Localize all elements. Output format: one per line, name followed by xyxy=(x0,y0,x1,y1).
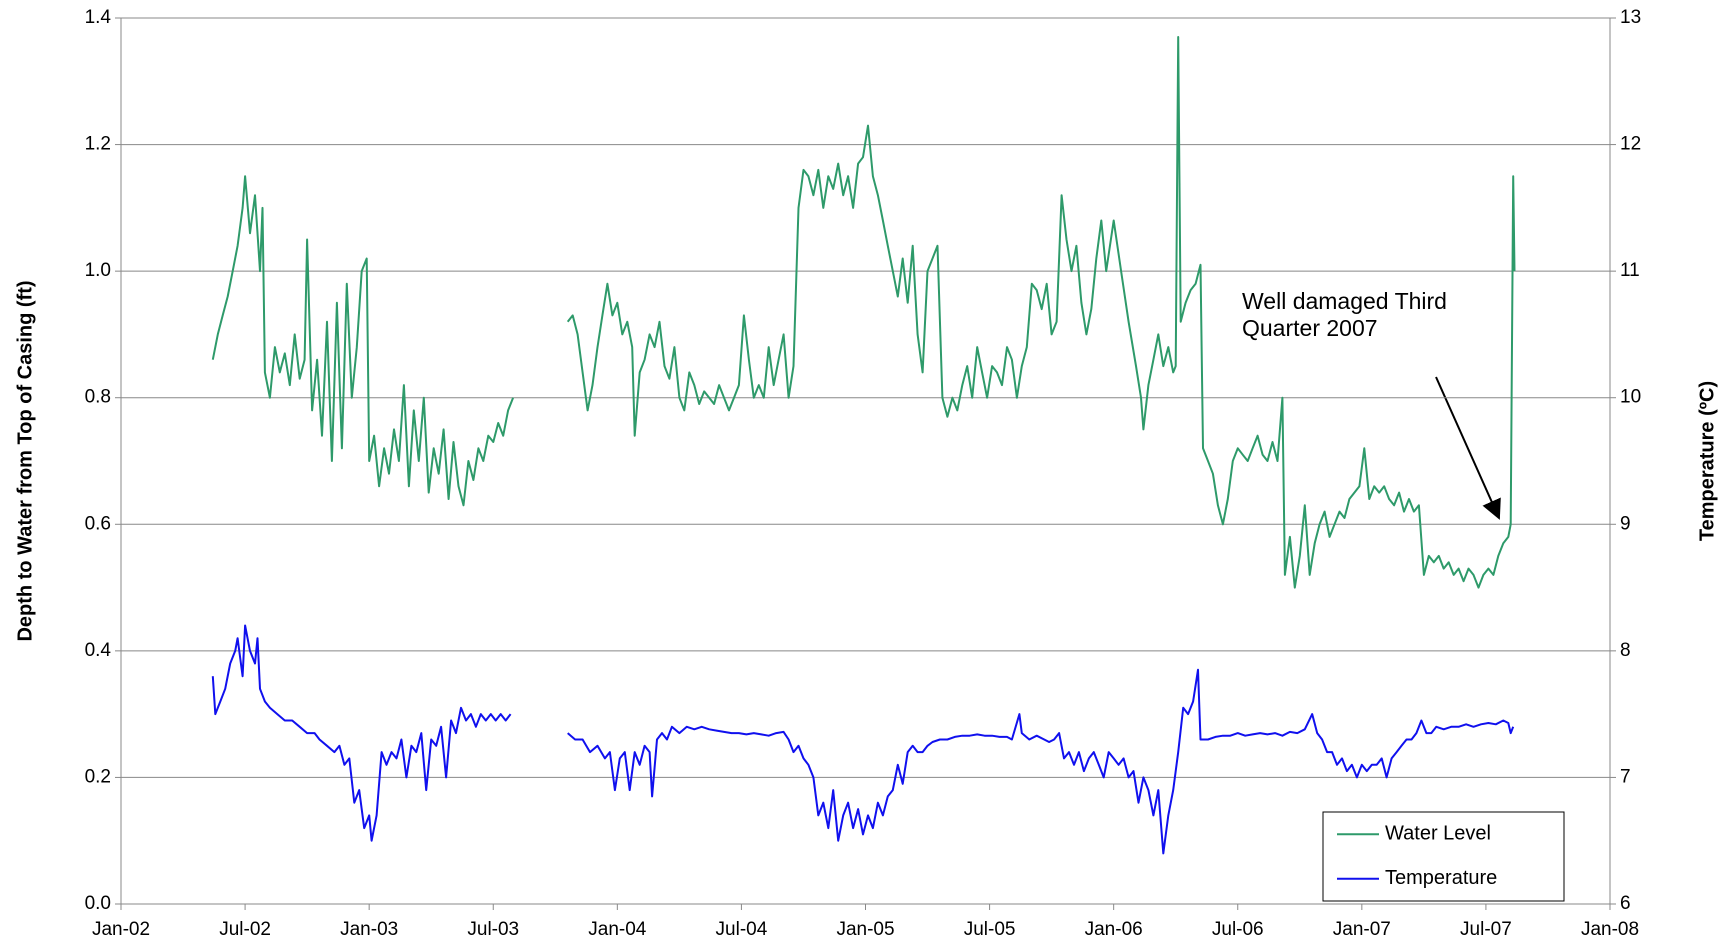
data-line xyxy=(211,36,1516,589)
y-tick-label: 0.8 xyxy=(85,387,111,408)
y2-tick-label: 11 xyxy=(1620,260,1640,281)
x-tick-label: Jul-03 xyxy=(467,919,519,940)
y2-tick-label: 7 xyxy=(1620,766,1631,787)
x-tick-label: Jan-06 xyxy=(1085,919,1143,940)
legend-box xyxy=(1322,811,1565,902)
y2-tick-label: 13 xyxy=(1620,7,1641,28)
x-tick-label: Jul-06 xyxy=(1212,919,1264,940)
annotation: Well damaged Third Quarter 2007 xyxy=(1242,288,1447,341)
x-tick-label: Jan-04 xyxy=(588,919,647,940)
x-tick-label: Jan-03 xyxy=(340,919,398,940)
y-tick-label: 1.4 xyxy=(85,7,112,28)
y2-axis-title: Temperature (ºC) xyxy=(1696,381,1718,541)
x-tick-label: Jul-07 xyxy=(1460,919,1512,940)
y2-tick-label: 6 xyxy=(1620,893,1631,914)
legend-label: Water Level xyxy=(1385,823,1491,845)
annotation-arrow xyxy=(1435,376,1501,520)
x-tick-label: Jul-04 xyxy=(716,919,768,940)
legend-label: Temperature xyxy=(1385,867,1497,889)
y-tick-label: 0.6 xyxy=(85,513,111,534)
y2-tick-label: 12 xyxy=(1620,134,1641,155)
y2-tick-label: 10 xyxy=(1620,387,1641,408)
y2-tick-label: 9 xyxy=(1620,513,1631,534)
x-tick-label: Jan-08 xyxy=(1581,919,1639,940)
plot-frame xyxy=(120,17,1611,905)
y-tick-label: 0.2 xyxy=(85,766,111,787)
y-axis-title: Depth to Water from Top of Casing (ft) xyxy=(14,280,36,641)
y-tick-label: 1.0 xyxy=(85,260,111,281)
x-tick-label: Jan-07 xyxy=(1333,919,1391,940)
x-tick-label: Jul-02 xyxy=(219,919,271,940)
data-line xyxy=(211,624,1515,855)
x-tick-label: Jul-05 xyxy=(964,919,1016,940)
y-tick-label: 0.4 xyxy=(85,640,112,661)
y-tick-label: 0.0 xyxy=(85,893,111,914)
y2-tick-label: 8 xyxy=(1620,640,1631,661)
y-tick-label: 1.2 xyxy=(85,134,111,155)
x-tick-label: Jan-02 xyxy=(92,919,150,940)
x-tick-label: Jan-05 xyxy=(836,919,894,940)
